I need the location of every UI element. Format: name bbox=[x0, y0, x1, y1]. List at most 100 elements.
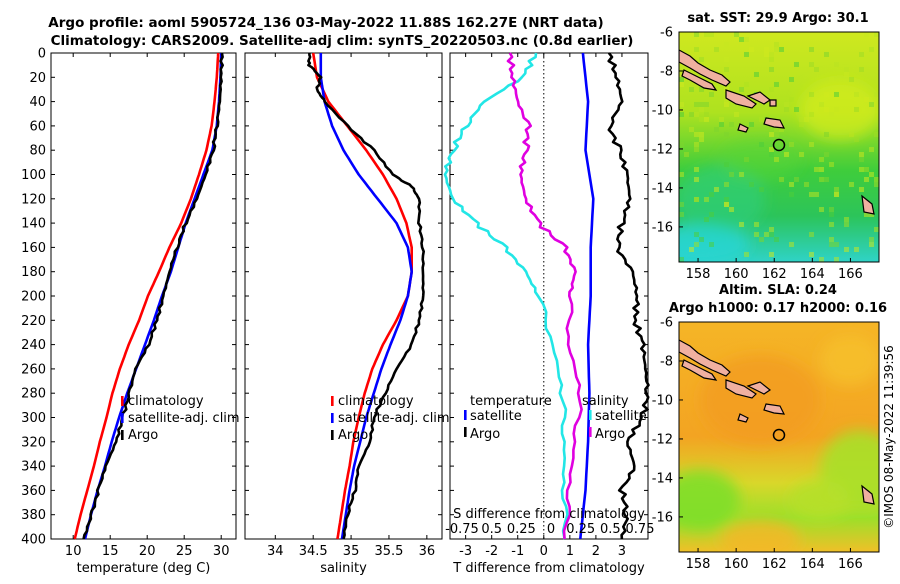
sst-pixel bbox=[874, 227, 879, 232]
sst-pixel bbox=[779, 47, 784, 52]
sst-pixel bbox=[759, 187, 764, 192]
y-tick-label: 200 bbox=[21, 290, 46, 305]
figure-title-line2: Climatology: CARS2009. Satellite-adj cli… bbox=[51, 33, 634, 49]
salinity-legend: climatology satellite-adj. clim Argo bbox=[331, 394, 450, 443]
legend-swatch-s-satellite bbox=[589, 410, 592, 420]
sst-pixel bbox=[754, 222, 759, 227]
sst-pixel bbox=[864, 177, 869, 182]
sst-pixel bbox=[874, 177, 879, 182]
sst-land bbox=[679, 49, 875, 215]
sst-pixel bbox=[849, 132, 854, 137]
plot-frame bbox=[244, 52, 443, 540]
sst-pixel bbox=[749, 122, 754, 127]
sst-pixel bbox=[764, 47, 769, 52]
series-line-argo-s-diff bbox=[506, 52, 583, 540]
sst-pixel bbox=[754, 72, 759, 77]
sst-pixel bbox=[694, 102, 699, 107]
sst-pixel bbox=[844, 222, 849, 227]
difference-legend: temperature satellite Argo salinity sate… bbox=[464, 394, 647, 442]
s-diff-tick-label: 0.5 bbox=[481, 522, 502, 537]
sst-pixel bbox=[709, 92, 714, 97]
sst-pixel bbox=[784, 102, 789, 107]
sst-pixel bbox=[749, 47, 754, 52]
sst-map-title: sat. SST: 29.9 Argo: 30.1 bbox=[687, 11, 868, 26]
sst-pixel bbox=[719, 122, 724, 127]
sst-pixel bbox=[794, 177, 799, 182]
x-tick-label: 10 bbox=[65, 544, 82, 559]
sst-pixel bbox=[699, 57, 704, 62]
y-tick-label: 240 bbox=[21, 338, 46, 353]
sst-pixel bbox=[769, 227, 774, 232]
y-tick-label: 360 bbox=[21, 484, 46, 499]
sst-pixel bbox=[809, 192, 814, 197]
y-tick-label: 40 bbox=[29, 95, 46, 110]
sst-pixel bbox=[699, 102, 704, 107]
sst-pixel bbox=[794, 107, 799, 112]
sst-pixel bbox=[739, 172, 744, 177]
legend-label-t-argo: Argo bbox=[470, 427, 500, 442]
sst-pixel bbox=[864, 32, 869, 37]
x-tick-label: 25 bbox=[176, 544, 193, 559]
map-y-tick-label: -16 bbox=[652, 220, 673, 235]
sst-pixel bbox=[694, 167, 699, 172]
s-diff-tick-label: 0 bbox=[547, 522, 555, 537]
sst-pixel bbox=[724, 97, 729, 102]
y-tick-label: 60 bbox=[29, 119, 46, 134]
s-diff-tick-label: 0.25 bbox=[507, 522, 536, 537]
map-x-tick-label: 162 bbox=[762, 557, 787, 572]
x-tick-label: 36 bbox=[419, 544, 436, 559]
sst-pixel bbox=[724, 132, 729, 137]
sst-pixel bbox=[724, 197, 729, 202]
legend-label-s-satellite: satellite bbox=[595, 409, 647, 424]
series-line-climatology bbox=[73, 52, 220, 540]
sst-pixel bbox=[704, 102, 709, 107]
x-tick-label: -3 bbox=[459, 544, 472, 559]
sst-pixel bbox=[679, 202, 684, 207]
series-line-satellite-t-diff bbox=[579, 52, 595, 540]
sst-pixel bbox=[854, 92, 859, 97]
sst-pixel bbox=[794, 62, 799, 67]
map-y-tick-label: -8 bbox=[660, 354, 673, 369]
sst-pixel bbox=[769, 87, 774, 92]
sst-pixel bbox=[724, 202, 729, 207]
sst-pixel bbox=[869, 47, 874, 52]
sst-pixel bbox=[854, 107, 859, 112]
legend-swatch-argo bbox=[121, 430, 124, 440]
sst-pixel bbox=[744, 157, 749, 162]
x-axis-label: salinity bbox=[320, 561, 367, 576]
sst-pixel bbox=[744, 252, 749, 257]
sst-pixel bbox=[859, 167, 864, 172]
sst-pixel bbox=[739, 87, 744, 92]
sst-pixel bbox=[834, 192, 839, 197]
sst-pixel bbox=[694, 112, 699, 117]
s-difference-tick-labels: -0.75 0.5 0.25 0 0.25 0.5 0.75 bbox=[445, 522, 654, 537]
sst-pixel bbox=[769, 147, 774, 152]
sst-pixel bbox=[774, 47, 779, 52]
sst-pixel bbox=[769, 152, 774, 157]
y-tick-label: 400 bbox=[21, 533, 46, 548]
sst-pixel bbox=[744, 52, 749, 57]
sst-pixel bbox=[859, 52, 864, 57]
sst-pixel bbox=[829, 222, 834, 227]
map-y-tick-label: -10 bbox=[652, 103, 673, 118]
sst-pixel bbox=[829, 47, 834, 52]
sst-pixel bbox=[779, 177, 784, 182]
legend-swatch-satellite bbox=[331, 413, 334, 423]
y-tick-label: 160 bbox=[21, 241, 46, 256]
sst-pixel bbox=[759, 237, 764, 242]
legend-swatch-climatology bbox=[121, 396, 124, 406]
sst-pixel bbox=[769, 132, 774, 137]
sst-pixel bbox=[694, 197, 699, 202]
s-diff-tick-label: 0.5 bbox=[600, 522, 621, 537]
sst-pixel bbox=[869, 212, 874, 217]
legend-label-s-argo: Argo bbox=[595, 427, 625, 442]
sst-pixel bbox=[869, 102, 874, 107]
sst-pixel bbox=[834, 187, 839, 192]
sst-pixel bbox=[714, 187, 719, 192]
sst-pixel bbox=[679, 102, 684, 107]
sst-pixel bbox=[724, 87, 729, 92]
map-x-tick-label: 166 bbox=[838, 267, 863, 282]
sst-pixel bbox=[854, 247, 859, 252]
sst-pixel bbox=[694, 232, 699, 237]
